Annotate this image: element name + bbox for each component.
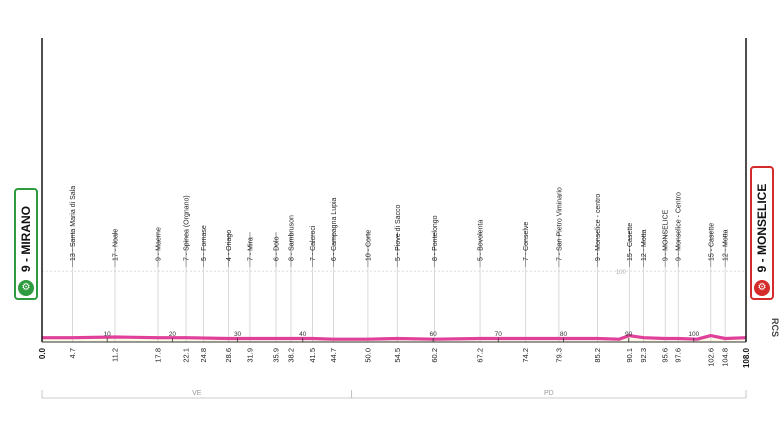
waypoint-label: 9 - Monselice - centro [595,194,602,261]
waypoint-label: 10 - Corte [365,230,372,261]
waypoint-label: 5 - Fornase [201,225,208,261]
waypoint-label: 9 - Maerne [156,227,163,261]
waypoint-km-label: 97.6 [674,348,683,363]
axis-tick-label: 90 [625,331,633,338]
profile-line [42,334,747,341]
waypoint-label: 6 - Dolo [274,236,281,261]
waypoint-label: 9 - Monselice - Centro [676,192,683,261]
waypoint-km-label: 60.2 [430,348,439,363]
start-km-label: 0.0 [38,347,47,359]
axis-tick-label: 30 [234,331,242,338]
waypoint-km-label: 4.7 [68,348,77,358]
waypoint-km-label: 17.8 [154,348,163,363]
waypoint-km-label: 31.9 [245,348,254,363]
axis-tick-label: 10 [104,331,112,338]
waypoint-label: 12 - Motta [641,229,648,261]
finish-km-label: 108.0 [742,347,751,368]
waypoint-km-label: 102.6 [706,348,715,367]
waypoint-label: 17 - Noale [113,229,120,261]
waypoint-km-label: 92.3 [639,348,648,363]
waypoint-label: 13 - Santa Maria di Sala [70,186,77,261]
waypoint-km-label: 35.9 [272,348,281,363]
waypoint-label: 5 - Bovolenta [478,220,485,261]
axis-tick-label: 80 [560,331,568,338]
finish-circle-icon: ⚙ [754,280,770,296]
waypoint-label: 5 - Piove di Sacco [395,204,402,261]
waypoint-label: 6 - Campagna Lupia [331,197,338,261]
waypoint-km-label: 74.2 [521,348,530,363]
waypoint-label: 7 - San Pietro Viminario [556,187,563,261]
province-label: VE [192,390,202,397]
waypoint-label: 8 - Sambruson [289,215,296,261]
waypoint-label: 9 - MONSELICE [663,209,670,261]
waypoint-label: 12 - Motta [723,229,730,261]
waypoint-label: 8 - Pontelongo [432,215,439,261]
waypoint-km-label: 85.2 [593,348,602,363]
waypoint-km-label: 44.7 [329,348,338,363]
waypoint-label: 7 - Spinea (Orgnano) [184,195,191,261]
start-town-box: 9 - MIRANO ⚙ [14,188,38,300]
waypoint-label: 15 - Casette [627,223,634,261]
waypoint-km-label: 79.3 [554,348,563,363]
axis-tick-label: 70 [495,331,503,338]
waypoint-km-label: 104.8 [721,348,730,367]
axis-tick-label: 40 [299,331,307,338]
waypoint-label: 7 - Mira [247,237,254,261]
waypoint-label: 7 - Calcroci [310,225,317,261]
axis-tick-label: 100 [688,331,699,338]
province-bracket [351,390,747,399]
waypoint-km-label: 24.8 [199,348,208,363]
start-circle-icon: ⚙ [18,280,34,296]
axis-tick-label: 20 [169,331,177,338]
waypoint-label: 15 - Casette [708,223,715,261]
finish-town-box: 9 - MONSELICE ⚙ [750,166,774,300]
waypoint-km-label: 41.5 [308,348,317,363]
waypoint-label: 7 - Conselve [523,222,530,261]
waypoint-km-label: 28.6 [224,348,233,363]
start-town-label: 9 - MIRANO [19,205,33,272]
waypoint-km-label: 95.6 [661,348,670,363]
waypoint-label: 4 - Oriago [226,230,233,261]
rcs-logo: RCS [770,318,780,337]
waypoint-km-label: 11.2 [111,348,120,362]
waypoint-km-label: 50.0 [363,348,372,363]
province-label: PD [544,390,554,397]
finish-town-label: 9 - MONSELICE [755,183,769,273]
axis-tick-label: 60 [429,331,437,338]
waypoint-km-label: 54.5 [393,348,402,363]
waypoint-km-label: 38.2 [287,348,296,363]
waypoint-km-label: 67.2 [476,348,485,363]
elevation-reference-label: 100 [616,270,627,276]
waypoint-km-label: 22.1 [182,348,191,363]
waypoint-km-label: 90.1 [625,348,634,363]
